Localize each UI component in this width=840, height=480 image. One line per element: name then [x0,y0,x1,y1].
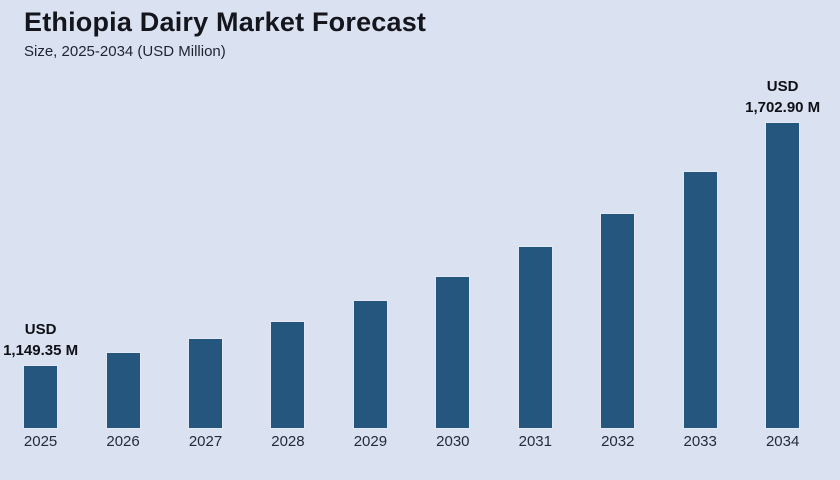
x-tick-2025: 2025 [23,433,58,450]
bar-2027 [189,338,222,428]
bar-2029 [353,300,387,428]
chart-subtitle: Size, 2025-2034 (USD Million) [24,42,226,60]
x-tick-2029: 2029 [353,433,388,450]
bar-2033 [683,171,717,428]
bar-2034 [766,123,800,428]
x-tick-2028: 2028 [271,433,305,450]
bar-2032 [601,213,635,428]
chart-header: Ethiopia Dairy Market Forecast Size, 202… [24,6,426,60]
value-label-line: 1,702.90 M [745,99,821,117]
x-tick-2034: 2034 [765,433,800,450]
bar-2026 [106,352,140,428]
x-tick-2027: 2027 [188,433,223,450]
x-tick-2031: 2031 [518,433,552,450]
bar-2028 [271,322,305,428]
x-tick-2033: 2033 [683,433,717,450]
bar-2031 [518,247,552,428]
value-label-line: 1,149.35 M [3,341,79,359]
value-label-2034: USD 1,702.90 M [745,76,820,118]
x-tick-2030: 2030 [436,433,470,450]
value-label-2025: USD 1,149.35 M [3,319,78,361]
bar-2030 [436,276,470,428]
bar-2025 [24,365,58,428]
chart-title: Ethiopia Dairy Market Forecast [24,7,427,37]
x-tick-2026: 2026 [106,433,140,450]
value-label-line: USD [24,320,57,338]
x-tick-2032: 2032 [601,433,635,450]
value-label-line: USD [766,78,799,96]
